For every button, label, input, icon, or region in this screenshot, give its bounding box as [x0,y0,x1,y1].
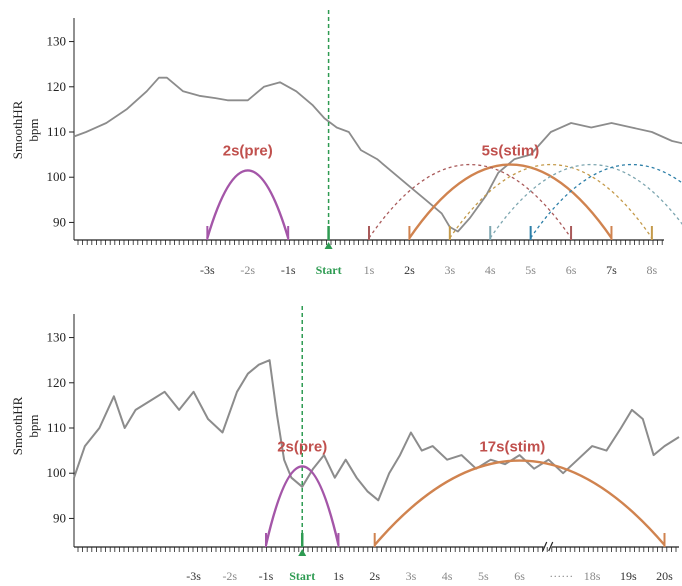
x-tick-label: -3s [200,263,215,277]
axis-break-mark [548,541,554,552]
y-axis-title: SmoothHR [10,396,25,455]
axis-break-mark [542,541,548,552]
x-tick-label: 8s [647,263,658,277]
x-tick-label: -2s [240,263,255,277]
x-tick-label: 18s [584,569,601,583]
start-marker-triangle [298,549,307,556]
y-tick-label: 110 [47,124,66,139]
x-tick-label: 2s [404,263,415,277]
chart-bottom: 90 100 110 120 130 SmoothHR bpm -3s -2s -1s Start 1… [10,306,680,583]
stim-window-label: 5s(stim) [482,142,540,159]
y-axis-unit: bpm [26,414,41,437]
stim-window-arc [489,163,682,239]
chart-top: 90 100 110 120 130 SmoothHR bpm -3s -2s -1s Start 1… [10,10,682,277]
x-tick-label: 6s [566,263,577,277]
x-tick-label: Start [316,263,342,277]
stim-window-arc [408,163,613,239]
stim-window-arc [368,163,572,239]
x-tick-label: -1s [281,263,296,277]
x-tick-label: 4s [442,569,453,583]
pre-window-arc [264,465,340,546]
x-tick-label: 5s [525,263,536,277]
start-marker-triangle [324,242,333,249]
x-tick-label: 4s [485,263,496,277]
y-axis-title: SmoothHR [10,100,25,159]
y-axis-title-group: SmoothHR bpm [10,396,41,455]
y-tick-label: 110 [47,420,66,435]
pre-window-arc [206,169,290,239]
pre-window-label: 2s(pre) [223,142,273,159]
y-axis-unit: bpm [26,118,41,141]
x-tick-label: -2s [222,569,237,583]
stim-window-arc [530,163,682,239]
x-tick-label: 19s [620,569,637,583]
x-tick-label: 3s [444,263,455,277]
pre-window-label: 2s(pre) [277,438,327,455]
y-tick-label: 120 [47,79,67,94]
x-tick-label: 1s [333,569,344,583]
x-tick-label: 3s [406,569,417,583]
y-tick-label: 90 [53,214,66,229]
x-tick-label: 5s [478,569,489,583]
hr-line-series [73,359,680,502]
x-tick-label: Start [289,569,315,583]
y-tick-label: 120 [47,375,67,390]
y-axis-title-group: SmoothHR bpm [10,100,41,159]
stim-window-arc [449,163,653,239]
y-tick-label: 130 [47,330,67,345]
x-tick-label: 20s [656,569,673,583]
x-tick-label: 1s [364,263,375,277]
x-tick-label: -3s [186,569,201,583]
y-tick-label: 130 [47,34,67,49]
x-tick-label: 6s [514,569,525,583]
stim-window-arc [373,459,666,546]
x-tick-label: 7s [606,263,617,277]
stim-window-label: 17s(stim) [479,438,545,455]
y-tick-label: 90 [53,510,66,525]
x-tick-label: ······ [549,569,573,583]
x-tick-label: 2s [369,569,380,583]
x-tick-label: -1s [259,569,274,583]
hr-line-series [73,76,682,233]
y-tick-label: 100 [47,465,67,480]
y-tick-label: 100 [47,169,67,184]
